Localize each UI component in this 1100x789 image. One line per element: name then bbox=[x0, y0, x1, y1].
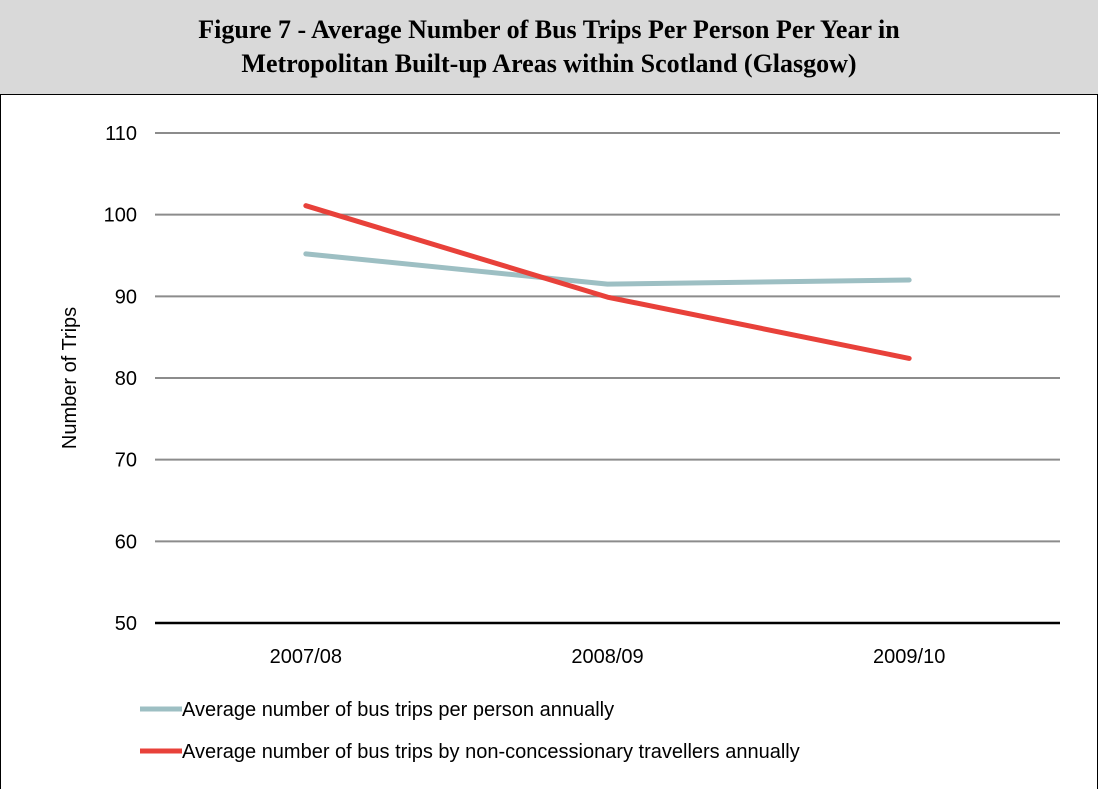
x-tick-label: 2007/08 bbox=[270, 646, 342, 668]
legend-label-1: Average number of bus trips per person a… bbox=[182, 699, 614, 721]
y-tick-label: 60 bbox=[115, 531, 137, 553]
y-tick-label: 50 bbox=[115, 613, 137, 635]
series-line-2 bbox=[303, 203, 912, 361]
y-tick-label: 110 bbox=[105, 123, 137, 145]
y-tick-label: 70 bbox=[115, 450, 137, 472]
y-axis-title: Number of Trips bbox=[59, 307, 81, 449]
figure-title-line-1: Figure 7 - Average Number of Bus Trips P… bbox=[198, 15, 900, 44]
y-tick-label: 80 bbox=[115, 368, 137, 390]
figure-title-box: Figure 7 - Average Number of Bus Trips P… bbox=[0, 0, 1098, 95]
series-lines bbox=[303, 203, 912, 361]
y-tick-labels: 50 60 70 80 90 100 110 bbox=[104, 123, 137, 635]
legend-label-2: Average number of bus trips by non-conce… bbox=[182, 741, 800, 763]
y-tick-label: 90 bbox=[115, 286, 137, 308]
series-line-1 bbox=[303, 251, 912, 287]
x-tick-label: 2008/09 bbox=[571, 646, 643, 668]
x-tick-label: 2009/10 bbox=[873, 646, 945, 668]
y-tick-label: 100 bbox=[104, 205, 137, 227]
figure-title-line-2: Metropolitan Built-up Areas within Scotl… bbox=[241, 49, 857, 78]
gridlines bbox=[155, 132, 1060, 625]
x-tick-labels: 2007/08 2008/09 2009/10 bbox=[270, 646, 946, 668]
legend: Average number of bus trips per person a… bbox=[140, 699, 800, 763]
